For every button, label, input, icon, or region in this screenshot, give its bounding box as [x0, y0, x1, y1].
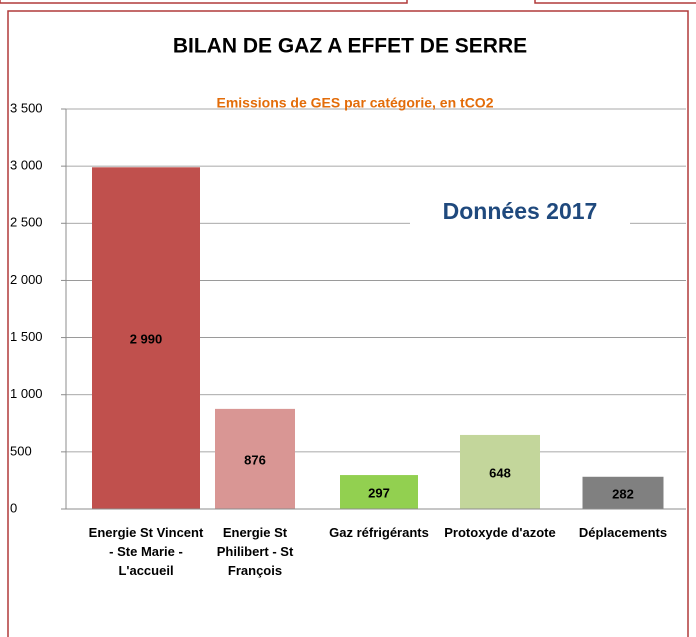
data-label: 297: [368, 485, 390, 500]
y-tick-label: 1 000: [10, 386, 43, 401]
x-tick-label: Protoxyde d'azote: [444, 525, 556, 540]
y-tick-label: 1 500: [10, 329, 43, 344]
x-tick-label: Energie St Philibert - St François: [216, 525, 294, 578]
chart-subtitle: Emissions de GES par catégorie, en tCO2: [217, 95, 494, 111]
y-tick-label: 2 000: [10, 272, 43, 287]
frame-top-right: [534, 0, 696, 4]
chart-title: BILAN DE GAZ A EFFET DE SERRE: [173, 35, 527, 58]
x-tick-label: Energie St Vincent - Ste Marie - L'accue…: [88, 525, 204, 578]
data-label: 282: [612, 486, 634, 501]
y-tick-label: 3 000: [10, 158, 43, 173]
y-tick-label: 0: [10, 500, 17, 515]
annotation-box: [410, 190, 630, 236]
bar: [215, 408, 295, 509]
annotation: Données 2017: [443, 198, 598, 224]
data-label: 2 990: [130, 332, 163, 347]
x-tick-label: Déplacements: [578, 525, 668, 540]
y-tick-label: 3 500: [10, 100, 43, 115]
y-tick-label: 500: [10, 443, 32, 458]
frame-top-left: [0, 0, 408, 4]
data-label: 648: [489, 465, 511, 480]
x-tick-label: Gaz réfrigérants: [329, 525, 429, 540]
data-label: 876: [244, 452, 266, 467]
bar: [340, 475, 418, 509]
bar: [92, 167, 200, 510]
bar: [460, 434, 540, 509]
bar: [582, 476, 664, 509]
y-tick-label: 2 500: [10, 215, 43, 230]
